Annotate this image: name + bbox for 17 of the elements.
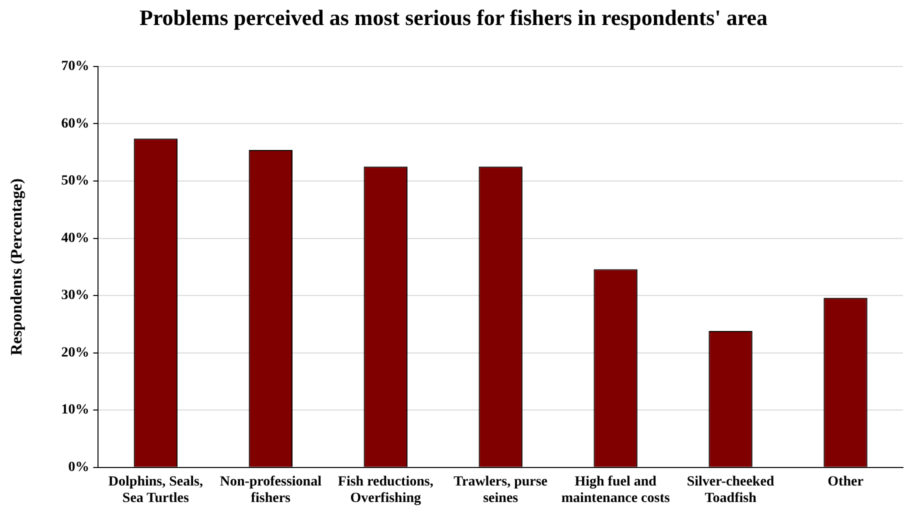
y-tick-label: 30% xyxy=(61,288,90,304)
x-tick-label: Fish reductions, Overfishing xyxy=(338,474,434,506)
y-tick-label: 50% xyxy=(61,174,90,189)
y-tick-label: 10% xyxy=(61,402,90,418)
y-tick-label: 70% xyxy=(61,59,90,74)
x-tick-label: Silver-cheeked Toadfish xyxy=(686,474,774,506)
y-tick-label: 20% xyxy=(61,345,90,360)
chart-title: Problems perceived as most serious for fishers in respondents' area xyxy=(140,4,768,30)
x-tick-label: Other xyxy=(828,474,864,490)
x-tick-label: High fuel and maintenance costs xyxy=(561,474,670,506)
x-tick-label: Dolphins, Seals, Sea Turtles xyxy=(108,474,203,506)
y-tick-label: 40% xyxy=(61,230,90,246)
x-tick-label: Non-professional fishers xyxy=(220,474,322,506)
y-tick-label: 0% xyxy=(68,460,90,476)
x-tick-label: Trawlers, purse seines xyxy=(454,474,548,506)
y-axis-title: Respondents (Percentage) xyxy=(8,178,26,356)
y-tick-label: 60% xyxy=(61,116,90,132)
